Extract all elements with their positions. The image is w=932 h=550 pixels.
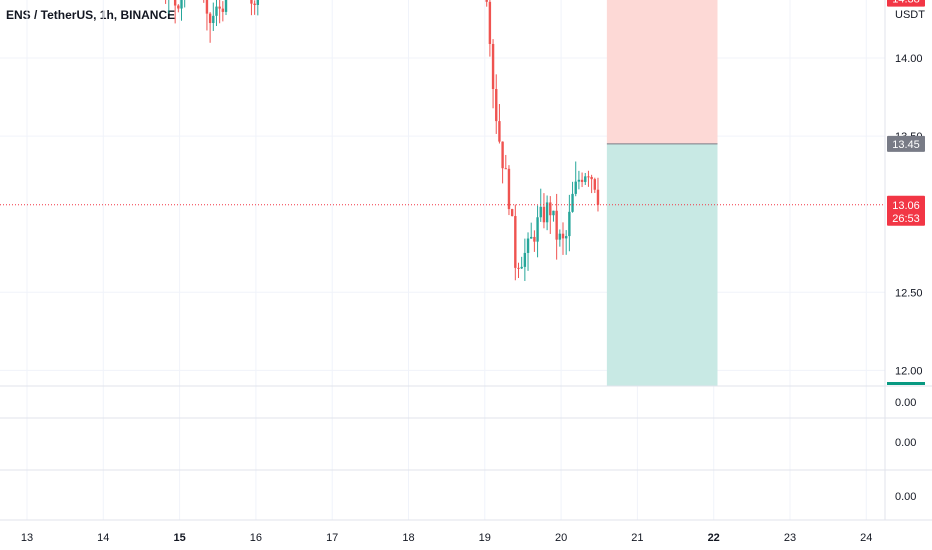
candles xyxy=(165,0,600,281)
candle-body xyxy=(596,189,600,205)
candle-body xyxy=(488,1,492,44)
x-tick-label: 22 xyxy=(708,532,720,544)
x-tick-label: 17 xyxy=(326,532,338,544)
indicator-value: 0.00 xyxy=(895,397,916,409)
candle-body xyxy=(558,233,562,240)
candle-body xyxy=(221,8,225,12)
candle-body xyxy=(564,236,568,239)
candle-body xyxy=(517,267,520,269)
candle-body xyxy=(501,141,504,169)
x-tick-label: 14 xyxy=(97,532,109,544)
candle-body xyxy=(205,0,209,14)
candle-body xyxy=(208,13,212,24)
candle-body xyxy=(504,168,507,170)
candle-body xyxy=(495,89,498,122)
chart-title: ENS / TetherUS, 1h, BINANCE xyxy=(6,8,176,22)
indicator-value: 0.00 xyxy=(895,491,916,503)
candle-body xyxy=(574,181,577,194)
candle-body xyxy=(530,236,533,239)
x-tick-label: 13 xyxy=(21,532,33,544)
target-marker xyxy=(887,382,925,385)
x-tick-label: 16 xyxy=(250,532,262,544)
time-axis[interactable]: 13 14 15 16 17 18 19 20 21 22 23 24 xyxy=(21,532,873,544)
candle-body xyxy=(485,0,488,2)
take-profit-zone xyxy=(606,143,718,386)
candle-body xyxy=(180,0,183,9)
position-tool[interactable] xyxy=(606,0,718,386)
entry-price-tag-text: 13.45 xyxy=(892,139,920,151)
x-tick-label: 18 xyxy=(402,532,414,544)
candle-body xyxy=(577,179,581,182)
candle-body xyxy=(498,121,501,142)
candle-body xyxy=(507,168,511,210)
candle-body xyxy=(533,236,536,242)
candle-body xyxy=(561,233,565,239)
candle-body xyxy=(215,6,218,16)
candle-body xyxy=(224,0,228,12)
candle-body xyxy=(177,5,180,9)
y-tick-label: 12.50 xyxy=(895,287,923,299)
candle-body xyxy=(218,6,221,9)
stop-price-tag xyxy=(887,0,925,7)
candle-body xyxy=(510,209,514,217)
candle-body xyxy=(523,252,527,267)
candle-body xyxy=(514,216,517,268)
candle-body xyxy=(256,0,260,6)
x-tick-label: 15 xyxy=(173,532,185,544)
candle-body xyxy=(593,179,596,190)
x-tick-label: 21 xyxy=(631,532,643,544)
current-price-tag xyxy=(887,195,925,226)
indicator-value: 0.00 xyxy=(895,437,916,449)
stop-loss-zone xyxy=(606,0,718,144)
candle-body xyxy=(526,238,530,253)
candle-body xyxy=(545,202,549,223)
y-tick-label: 14.00 xyxy=(895,53,923,65)
candle-body xyxy=(539,206,542,218)
candle-body xyxy=(590,176,593,180)
candle-body xyxy=(552,210,555,216)
x-tick-label: 23 xyxy=(784,532,796,544)
candle-body xyxy=(555,210,558,240)
candle-body xyxy=(173,0,177,6)
candle-body xyxy=(542,206,546,223)
x-tick-label: 20 xyxy=(555,532,567,544)
x-tick-label: 24 xyxy=(860,532,872,544)
candle-body xyxy=(584,176,587,182)
candle-body xyxy=(520,266,523,269)
x-tick-label: 19 xyxy=(479,532,491,544)
y-tick-label: 12.00 xyxy=(895,365,923,377)
candle-body xyxy=(253,3,256,6)
candle-body xyxy=(587,176,590,178)
pane-dividers xyxy=(0,0,932,521)
candle-body xyxy=(491,43,495,90)
stop-price-tag-text: 14.38 xyxy=(892,0,920,6)
candle-body xyxy=(571,193,574,212)
candle-body xyxy=(250,0,253,4)
candle-body xyxy=(580,179,584,182)
indicator-panes: 0.00 0.00 0.00 xyxy=(895,397,916,503)
candle-body xyxy=(212,15,215,24)
entry-price-tag xyxy=(887,135,925,152)
candle-body xyxy=(568,211,571,237)
currency-label: USDT xyxy=(895,9,925,21)
current-price-text: 13.06 xyxy=(892,200,920,212)
price-axis[interactable]: USDT16.0015.5015.0014.5014.0013.5012.501… xyxy=(895,0,925,377)
countdown-text: 26:53 xyxy=(892,213,920,225)
candle-body xyxy=(536,217,539,242)
grid xyxy=(0,0,885,520)
candle-body xyxy=(549,202,552,216)
